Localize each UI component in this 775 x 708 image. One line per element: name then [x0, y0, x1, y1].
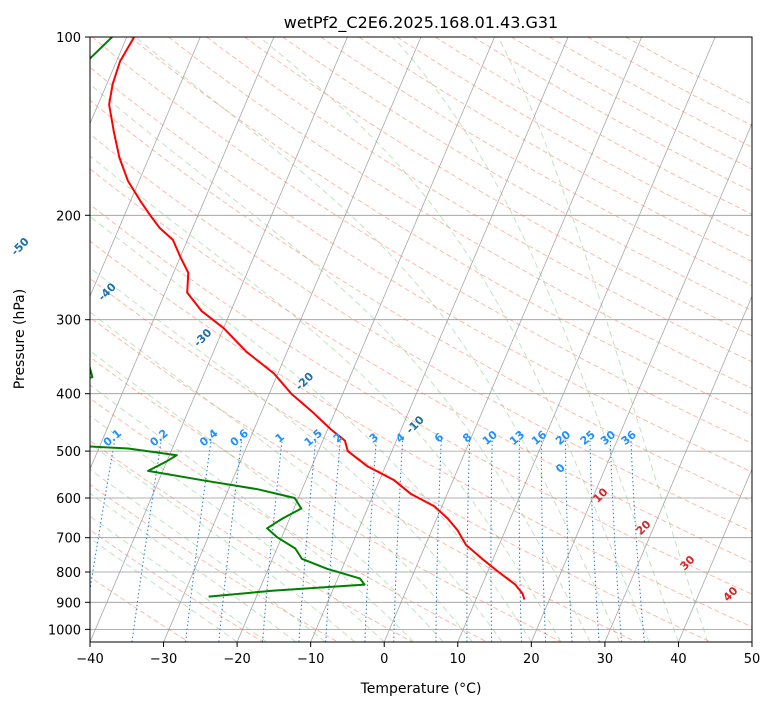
isotherm-line — [678, 468, 752, 642]
x-tick-label: 10 — [450, 652, 467, 667]
moist-adiabat-line — [90, 267, 503, 642]
y-tick-label: 100 — [56, 31, 81, 46]
mixing-ratio-line — [262, 440, 283, 642]
x-tick-label: 0 — [380, 652, 388, 667]
dry-adiabat-line — [90, 240, 752, 628]
dry-adiabat-line — [206, 37, 752, 363]
mixing-ratio-line — [364, 440, 377, 642]
x-tick-label: −20 — [223, 652, 250, 667]
moist-adiabat-line — [90, 384, 414, 642]
mixing-ratio-line — [393, 440, 404, 642]
y-tick-label: 300 — [56, 314, 81, 329]
x-axis-label: Temperature (°C) — [360, 681, 482, 697]
x-axis: −40 −30 −20 −10 0 10 20 30 40 50 — [76, 642, 760, 667]
y-axis-label: Pressure (hPa) — [12, 289, 28, 389]
mixing-ratio-line — [466, 440, 471, 642]
x-tick-label: 40 — [670, 652, 687, 667]
moist-adiabat-line — [392, 37, 679, 642]
isotherm-line — [530, 122, 752, 642]
x-tick-label: 50 — [744, 652, 761, 667]
isotherm-line — [90, 37, 348, 642]
profile-lines — [90, 37, 526, 600]
dry-adiabat-line — [90, 66, 752, 473]
mixing-ratio-line — [518, 440, 522, 642]
dry-adiabat-line — [90, 576, 189, 642]
y-tick-label: 900 — [56, 596, 81, 611]
mixing-ratio-line — [185, 440, 212, 642]
dry-adiabat-line — [90, 397, 488, 642]
mixing-ratio-line — [589, 440, 600, 642]
moist-adiabat-line — [90, 215, 532, 642]
dry-adiabat-line — [90, 356, 562, 642]
mixing-ratio-line — [435, 440, 442, 642]
moist-adiabat-line — [90, 350, 444, 642]
dry-adiabat-line — [90, 203, 752, 595]
dry-adiabat-line — [90, 316, 637, 642]
temperature-profile-line — [108, 37, 526, 600]
isotherm-line — [457, 37, 716, 642]
dewpoint-profile-line — [90, 37, 366, 598]
x-tick-label: −40 — [76, 652, 103, 667]
isotherm-line — [90, 37, 275, 471]
y-tick-label: 800 — [56, 566, 81, 581]
mixing-ratio-line — [131, 440, 162, 642]
mixing-ratio-line — [609, 440, 623, 642]
moist-adiabat-line — [90, 155, 562, 642]
x-tick-label: −30 — [150, 652, 177, 667]
isotherm-line — [604, 295, 752, 642]
mixing-ratio-line — [490, 440, 493, 642]
dry-adiabat-line — [244, 37, 752, 337]
moist-adiabat-line — [135, 37, 621, 642]
background-lines — [90, 37, 752, 642]
moist-adiabat-line — [90, 537, 238, 642]
moist-adiabat-line — [259, 37, 650, 642]
moist-adiabat-line — [90, 415, 385, 642]
x-tick-label: 30 — [597, 652, 614, 667]
mixing-ratio-line — [540, 440, 547, 642]
plot-frame — [89, 36, 753, 643]
y-tick-label: 400 — [56, 388, 81, 403]
moist-adiabat-line — [90, 442, 356, 642]
moist-adiabat-line — [497, 37, 709, 642]
isotherm-line — [310, 37, 569, 642]
isotherm-line — [236, 37, 495, 642]
isotherm-line — [383, 37, 643, 642]
dry-adiabat-line — [90, 529, 264, 642]
y-tick-label: 700 — [56, 532, 81, 547]
dry-adiabat-line — [90, 99, 752, 502]
mixing-ratio-line — [564, 440, 573, 642]
mixing-ratio-line — [630, 440, 645, 642]
y-tick-label: 600 — [56, 492, 81, 507]
y-axis: 100 200 300 400 500 600 700 800 900 1000 — [48, 31, 90, 638]
mixing-ratio-line — [325, 440, 341, 642]
dry-adiabat-line — [90, 278, 712, 642]
x-tick-label: −10 — [297, 652, 324, 667]
chart-title: wetPf2_C2E6.2025.168.01.43.G31 — [284, 13, 558, 33]
mixing-ratio-line — [298, 440, 317, 642]
isotherm-line — [90, 37, 201, 298]
y-tick-label: 500 — [56, 445, 81, 460]
moist-adiabat-line — [90, 468, 326, 642]
mixing-ratio-line — [90, 440, 116, 593]
dry-adiabat-line — [90, 483, 339, 642]
moist-adiabat-line — [90, 311, 473, 642]
y-tick-label: 1000 — [48, 623, 81, 638]
x-tick-label: 20 — [523, 652, 540, 667]
y-tick-label: 200 — [56, 209, 81, 224]
isotherm-line — [163, 37, 422, 642]
mixing-ratio-line — [218, 440, 243, 642]
dry-adiabat-line — [91, 37, 752, 445]
